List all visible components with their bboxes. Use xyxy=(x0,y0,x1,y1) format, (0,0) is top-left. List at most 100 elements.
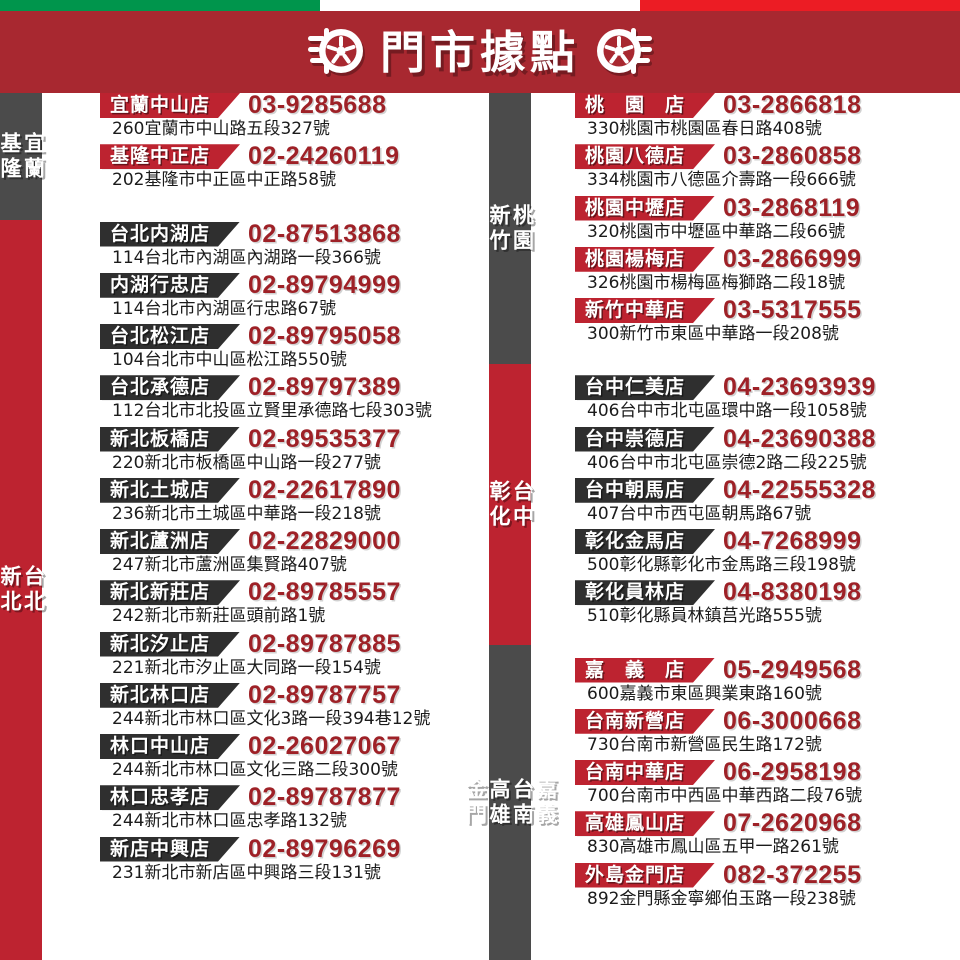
store-phone[interactable]: 03-5317555 xyxy=(723,296,862,324)
store-phone[interactable]: 02-24260119 xyxy=(248,142,400,171)
store-header-row: 新北林口店 02-89787757 xyxy=(100,680,480,709)
store-phone[interactable]: 05-2949568 xyxy=(723,655,862,684)
store-address: 700台南市中西區中華西路二段76號 xyxy=(587,786,863,806)
store-phone[interactable]: 03-2860858 xyxy=(723,142,862,171)
store-column-right: 桃 園 店 03-2866818 330桃園市桃園區春日路408號 桃園八德店 03-2… xyxy=(575,93,955,914)
store-phone[interactable]: 02-26027067 xyxy=(248,732,401,760)
store-phone[interactable]: 02-89794999 xyxy=(248,270,401,299)
store-address: 247新北市蘆洲區集賢路407號 xyxy=(112,555,347,575)
region-label: 宜蘭 基隆 xyxy=(0,131,46,182)
store-header-row: 新竹中華店 03-5317555 xyxy=(575,298,955,323)
store-name-tag: 高雄鳳山店 xyxy=(575,811,715,836)
store-entry[interactable]: 嘉 義 店 05-2949568 600嘉義市東區興業東路160號 xyxy=(575,655,955,705)
store-entry[interactable]: 桃園八德店 03-2860858 334桃園市八德區介壽路一段666號 xyxy=(575,144,955,191)
store-entry[interactable]: 台北内湖店 02-87513868 114台北市內湖區內湖路一段366號 xyxy=(100,219,480,269)
store-phone[interactable]: 07-2620968 xyxy=(723,809,862,838)
store-entry[interactable]: 台北松江店 02-89795058 104台北市中山區松江路550號 xyxy=(100,324,480,371)
store-phone[interactable]: 04-7268999 xyxy=(723,527,862,555)
store-name-tag: 彰化員林店 xyxy=(575,580,715,605)
store-phone[interactable]: 03-2868119 xyxy=(723,193,861,222)
store-phone[interactable]: 03-2866999 xyxy=(723,244,862,273)
store-entry[interactable]: 新北汐止店 02-89787885 221新北市汐止區大同路一段154號 xyxy=(100,629,480,679)
store-phone[interactable]: 02-89535377 xyxy=(248,424,401,453)
store-address: 600嘉義市東區興業東路160號 xyxy=(587,683,822,704)
region-segment-left-0: 宜蘭 基隆 xyxy=(0,93,46,220)
region-sidebar-middle: 桃園 新竹 台中 彰化 嘉義 台南 高雄 金門 xyxy=(463,93,558,960)
store-address: 244新北市林口區忠孝路132號 xyxy=(112,811,347,832)
store-phone[interactable]: 02-89796269 xyxy=(248,834,401,863)
store-entry[interactable]: 台中崇德店 04-23690388 406台中市北屯區崇德2路二段225號 xyxy=(575,424,955,474)
store-header-row: 台北松江店 02-89795058 xyxy=(100,324,480,349)
store-address: 231新北市新店區中興路三段131號 xyxy=(112,862,381,883)
store-entry[interactable]: 宜蘭中山店 03-9285688 260宜蘭市中山路五段327號 xyxy=(100,93,480,140)
store-entry[interactable]: 台北承德店 02-89797389 112台北市北投區立賢里承德路七段303號 xyxy=(100,375,480,422)
store-entry[interactable]: 彰化金馬店 04-7268999 500彰化縣彰化市金馬路三段198號 xyxy=(575,529,955,576)
store-header-row: 新北土城店 02-22617890 xyxy=(100,475,480,504)
store-header-row: 台北承德店 02-89797389 xyxy=(100,375,480,400)
store-address: 500彰化縣彰化市金馬路三段198號 xyxy=(587,555,856,575)
store-phone[interactable]: 04-8380198 xyxy=(723,578,862,607)
store-phone[interactable]: 03-2866818 xyxy=(723,91,862,119)
store-entry[interactable]: 林口忠孝店 02-89787877 244新北市林口區忠孝路132號 xyxy=(100,785,480,832)
store-phone[interactable]: 082-372255 xyxy=(723,860,862,889)
store-entry[interactable]: 基隆中正店 02-24260119 202基隆市中正區中正路58號 xyxy=(100,144,480,191)
store-name-tag: 新北蘆洲店 xyxy=(100,529,240,554)
store-entry[interactable]: 内湖行忠店 02-89794999 114台北市內湖區行忠路67號 xyxy=(100,270,480,320)
store-entry[interactable]: 新竹中華店 03-5317555 300新竹市東區中華路一段208號 xyxy=(575,298,955,345)
store-phone[interactable]: 02-89787757 xyxy=(248,680,401,709)
store-header-row: 新北板橋店 02-89535377 xyxy=(100,424,480,453)
store-phone[interactable]: 02-22617890 xyxy=(248,475,401,504)
store-header-row: 嘉 義 店 05-2949568 xyxy=(575,655,955,684)
store-entry[interactable]: 新北土城店 02-22617890 236新北市土城區中華路一段218號 xyxy=(100,475,480,525)
store-phone[interactable]: 02-89787885 xyxy=(248,629,401,658)
store-phone[interactable]: 02-87513868 xyxy=(248,219,401,248)
store-address: 406台中市北屯區環中路一段1058號 xyxy=(587,401,867,422)
store-entry[interactable]: 台南中華店 06-2958198 700台南市中西區中華西路二段76號 xyxy=(575,760,955,807)
store-entry[interactable]: 新北板橋店 02-89535377 220新北市板橋區中山路一段277號 xyxy=(100,424,480,474)
store-phone[interactable]: 02-22829000 xyxy=(248,527,401,555)
store-entry[interactable]: 新北林口店 02-89787757 244新北市林口區文化3路一段394巷12號 xyxy=(100,680,480,730)
store-entry[interactable]: 台中仁美店 04-23693939 406台中市北屯區環中路一段1058號 xyxy=(575,375,955,422)
store-address: 202基隆市中正區中正路58號 xyxy=(112,170,337,191)
store-name-tag: 台北松江店 xyxy=(100,324,240,349)
store-phone[interactable]: 06-2958198 xyxy=(723,758,862,786)
store-entry[interactable]: 高雄鳳山店 07-2620968 830高雄市鳳山區五甲一路261號 xyxy=(575,811,955,858)
store-phone[interactable]: 02-89795058 xyxy=(248,322,401,350)
region-label: 台北 新北 xyxy=(0,565,46,615)
store-phone[interactable]: 04-22555328 xyxy=(723,475,876,504)
store-address: 330桃園市桃園區春日路408號 xyxy=(587,119,822,139)
store-address: 300新竹市東區中華路一段208號 xyxy=(587,324,839,344)
store-phone[interactable]: 02-89785557 xyxy=(248,578,401,607)
store-entry[interactable]: 台中朝馬店 04-22555328 407台中市西屯區朝馬路67號 xyxy=(575,475,955,525)
store-address: 236新北市土城區中華路一段218號 xyxy=(112,503,381,524)
store-entry[interactable]: 桃 園 店 03-2866818 330桃園市桃園區春日路408號 xyxy=(575,93,955,140)
store-phone[interactable]: 04-23693939 xyxy=(723,373,876,402)
store-entry[interactable]: 新店中興店 02-89796269 231新北市新店區中興路三段131號 xyxy=(100,834,480,884)
store-phone[interactable]: 02-89797389 xyxy=(248,373,401,402)
store-entry[interactable]: 桃園中壢店 03-2868119 320桃園市中壢區中華路二段66號 xyxy=(575,193,955,243)
store-group-taoyuan-hsinchu: 桃 園 店 03-2866818 330桃園市桃園區春日路408號 桃園八德店 03-2… xyxy=(575,93,955,345)
store-phone[interactable]: 06-3000668 xyxy=(723,706,862,735)
store-name-tag: 台北承德店 xyxy=(100,375,240,400)
region-segment-mid-2: 嘉義 台南 高雄 金門 xyxy=(463,645,558,960)
store-entry[interactable]: 林口中山店 02-26027067 244新北市林口區文化三路二段300號 xyxy=(100,734,480,781)
region-segment-mid-0: 桃園 新竹 xyxy=(487,93,535,364)
region-segment-mid-1: 台中 彰化 xyxy=(487,364,535,645)
store-entry[interactable]: 外島金門店 082-372255 892金門縣金寧鄉伯玉路一段238號 xyxy=(575,860,955,910)
store-group-yilan-keelung: 宜蘭中山店 03-9285688 260宜蘭市中山路五段327號 基隆中正店 02-24… xyxy=(100,93,480,192)
store-phone[interactable]: 03-9285688 xyxy=(248,91,387,119)
group-spacer xyxy=(100,196,480,222)
store-entry[interactable]: 新北新莊店 02-89785557 242新北市新莊區頭前路1號 xyxy=(100,580,480,627)
store-entry[interactable]: 桃園楊梅店 03-2866999 326桃園市楊梅區梅獅路二段18號 xyxy=(575,244,955,294)
store-address: 326桃園市楊梅區梅獅路二段18號 xyxy=(587,272,846,293)
store-phone[interactable]: 04-23690388 xyxy=(723,424,876,453)
store-address: 730台南市新營區民生路172號 xyxy=(587,734,822,755)
store-phone[interactable]: 02-89787877 xyxy=(248,783,401,812)
store-header-row: 内湖行忠店 02-89794999 xyxy=(100,270,480,299)
store-entry[interactable]: 台南新營店 06-3000668 730台南市新營區民生路172號 xyxy=(575,706,955,756)
store-address: 892金門縣金寧鄉伯玉路一段238號 xyxy=(587,888,856,909)
store-entry[interactable]: 彰化員林店 04-8380198 510彰化縣員林鎮莒光路555號 xyxy=(575,580,955,627)
store-entry[interactable]: 新北蘆洲店 02-22829000 247新北市蘆洲區集賢路407號 xyxy=(100,529,480,576)
store-address: 221新北市汐止區大同路一段154號 xyxy=(112,657,381,678)
